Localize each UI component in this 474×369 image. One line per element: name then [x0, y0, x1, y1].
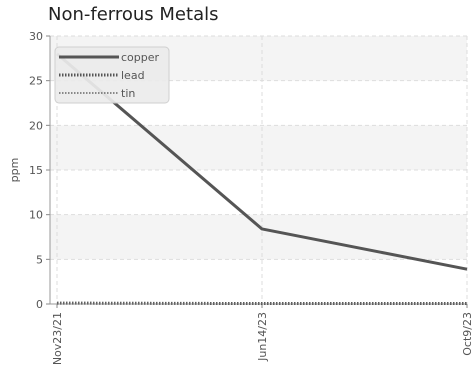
chart-title: Non-ferrous Metals — [48, 4, 219, 25]
y-tick-label: 30 — [29, 30, 43, 43]
x-tick-label: Jun14/23 — [256, 312, 269, 362]
legend-box — [54, 46, 170, 104]
legend-label-copper: copper — [121, 51, 160, 64]
y-axis-label: ppm — [8, 158, 21, 183]
y-tick-label: 15 — [29, 164, 43, 177]
series-line-copper — [56, 52, 468, 271]
grid-band — [50, 214, 467, 260]
y-tick-label: 25 — [29, 75, 43, 88]
y-tick-label: 5 — [36, 253, 43, 266]
grid-band — [50, 125, 467, 170]
y-tick-label: 10 — [29, 209, 43, 222]
legend-label-tin: tin — [121, 87, 135, 100]
legend-label-lead: lead — [121, 69, 145, 82]
y-tick-label: 0 — [36, 298, 43, 311]
x-tick-label: Nov23/21 — [51, 312, 64, 365]
x-tick-label: Oct9/23 — [461, 312, 474, 356]
y-tick-label: 20 — [29, 119, 43, 132]
